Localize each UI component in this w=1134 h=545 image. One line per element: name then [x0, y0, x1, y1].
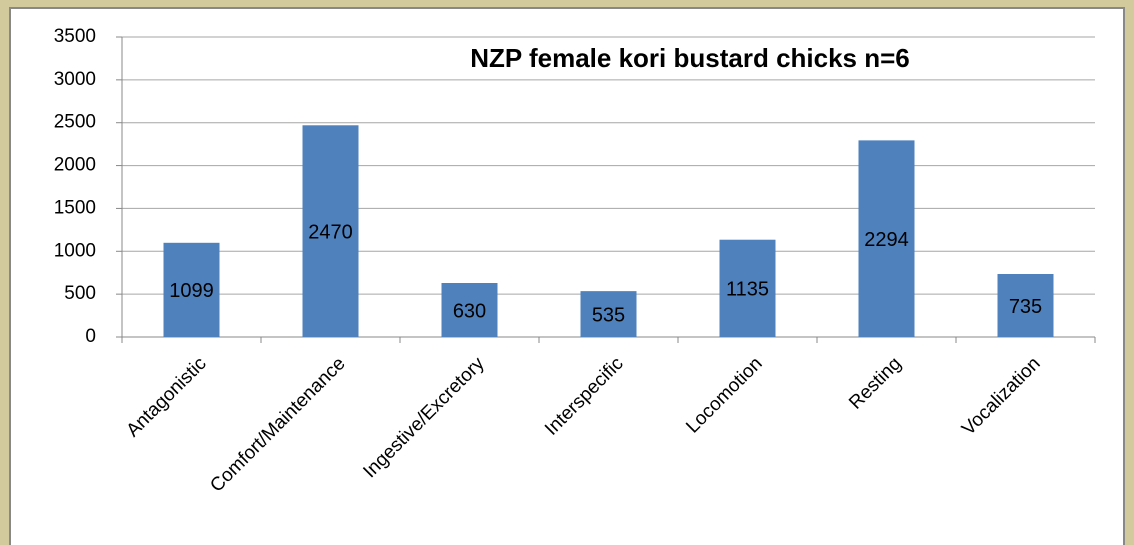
y-tick-label: 1500: [54, 197, 96, 218]
bar: [858, 140, 915, 337]
chart-title: NZP female kori bustard chicks n=6: [470, 43, 910, 73]
data-label: 1135: [726, 279, 769, 301]
y-tick-label: 500: [64, 283, 96, 304]
data-label: 735: [1009, 296, 1042, 318]
y-tick-label: 3500: [54, 26, 96, 47]
bar: [719, 239, 776, 337]
data-label: 2470: [308, 221, 353, 243]
bar: [302, 125, 359, 338]
y-tick-label: 2500: [54, 112, 96, 133]
data-label: 630: [453, 300, 486, 322]
bar: [441, 283, 498, 337]
y-tick-label: 3000: [54, 69, 96, 90]
data-label: 535: [592, 304, 625, 326]
data-label: 1099: [169, 280, 214, 302]
bar: [163, 242, 220, 337]
y-tick-label: 2000: [54, 155, 96, 176]
bar: [997, 274, 1054, 337]
y-tick-label: 1000: [54, 240, 96, 261]
y-tick-label: 0: [85, 326, 96, 347]
data-label: 2294: [864, 229, 909, 251]
bar: [580, 291, 637, 337]
